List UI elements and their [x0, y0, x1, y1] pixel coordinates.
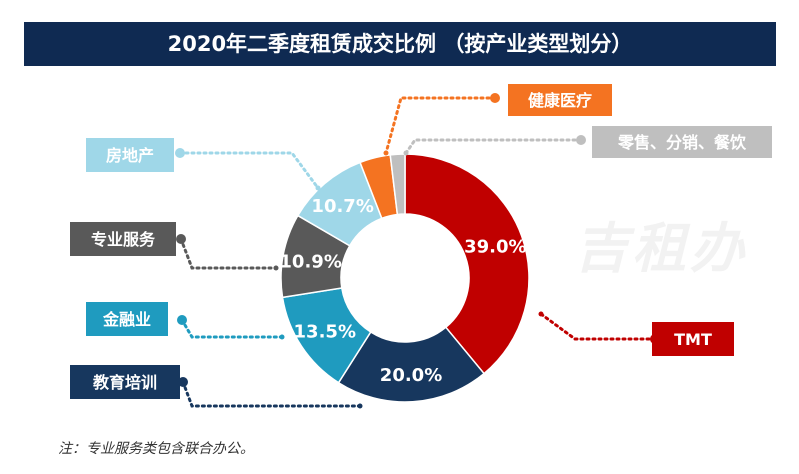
leader-dot-6 — [576, 135, 586, 145]
leader-line-4 — [178, 151, 320, 190]
leader-anchor-1 — [357, 403, 363, 409]
category-label-4: 房地产 — [106, 146, 154, 165]
category-label-1: 教育培训 — [93, 373, 157, 392]
leader-anchor-2 — [279, 334, 285, 340]
value-label-1: 20.0% — [380, 365, 442, 386]
leader-line-3 — [179, 237, 278, 270]
value-label-2: 13.5% — [294, 322, 356, 343]
category-label-3: 专业服务 — [91, 230, 156, 249]
category-box-0 — [652, 322, 734, 356]
footnote: 注：专业服务类包含联合办公。 — [58, 441, 254, 457]
category-label-6: 零售、分销、餐饮 — [617, 133, 747, 152]
category-label-0: TMT — [674, 330, 712, 349]
leader-dot-2 — [177, 315, 187, 325]
leader-dot-5 — [490, 93, 500, 103]
leader-anchor-4 — [315, 185, 321, 191]
category-label-5: 健康医疗 — [528, 91, 592, 110]
leader-anchor-5 — [383, 150, 389, 156]
donut-slice-0 — [404, 153, 530, 375]
leader-dot-3 — [176, 234, 186, 244]
category-box-5 — [508, 84, 612, 116]
value-label-4: 10.7% — [311, 196, 373, 217]
leader-line-6 — [404, 138, 583, 155]
watermark-logo: 吉租办 — [574, 217, 748, 280]
donut-slice-6 — [389, 153, 406, 216]
category-box-6 — [592, 126, 772, 158]
category-label-2: 金融业 — [102, 310, 151, 329]
leader-line-0 — [539, 312, 657, 341]
leader-anchor-3 — [273, 265, 279, 271]
leader-line-5 — [384, 96, 497, 155]
leader-anchor-0 — [538, 311, 544, 317]
title-bar: 2020年二季度租赁成交比例 （按产业类型划分） — [24, 22, 776, 66]
chart-title: 2020年二季度租赁成交比例 （按产业类型划分） — [167, 32, 633, 56]
category-box-3 — [70, 222, 176, 256]
leader-anchor-6 — [403, 150, 409, 156]
category-box-2 — [86, 302, 168, 336]
category-box-4 — [86, 138, 174, 172]
leader-line-2 — [180, 318, 284, 339]
category-box-1 — [70, 365, 180, 399]
leader-dot-1 — [178, 377, 188, 387]
value-label-3: 10.9% — [279, 251, 341, 272]
leader-dot-4 — [175, 148, 185, 158]
leader-line-1 — [181, 380, 362, 408]
value-label-0: 39.0% — [464, 236, 526, 257]
